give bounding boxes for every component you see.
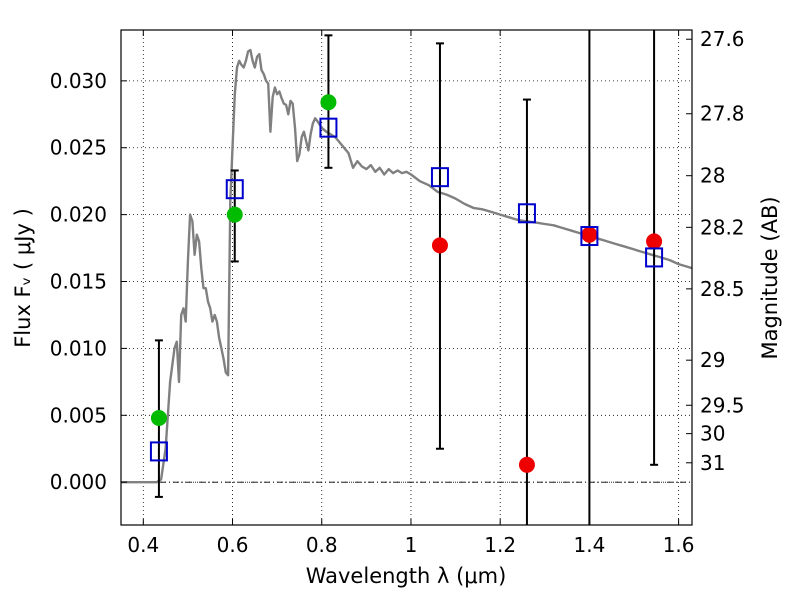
right-tick-label-1: 27.8: [700, 102, 745, 126]
x-tick-label-3: 1: [405, 533, 418, 557]
circle-point-1-3: [646, 233, 663, 250]
circle-point-1-1: [518, 456, 535, 473]
right-tick-label-7: 30: [700, 422, 725, 446]
x-tick-label-5: 1.4: [573, 533, 605, 557]
y-tick-label-2: 0.010: [50, 336, 107, 360]
tick-labels: 0.4 0.6 0.8 1 1.2 1.4 1.6 0.000 0.005 0.010 0.015 0…: [50, 27, 745, 557]
right-axis-title: Magnitude (AB): [758, 196, 782, 359]
right-tick-label-0: 27.6: [700, 27, 745, 51]
right-tick-label-4: 28.5: [700, 277, 745, 301]
square-point-2: [319, 117, 338, 138]
model-sed: [121, 48, 693, 484]
x-tick-label-1: 0.6: [217, 533, 249, 557]
x-tick-label-0: 0.4: [127, 533, 159, 557]
x-tick-label-4: 1.2: [484, 533, 516, 557]
square-point-6: [645, 247, 664, 268]
right-tick-label-6: 29.5: [700, 393, 745, 417]
square-point-1: [225, 179, 244, 200]
y-tick-label-4: 0.020: [50, 203, 107, 227]
square-point-3: [430, 167, 449, 188]
grid-lines: [121, 30, 692, 525]
square-point-0: [149, 441, 168, 462]
right-tick-label-5: 29: [700, 348, 725, 372]
right-tick-label-3: 28.2: [700, 215, 745, 239]
circle-point-0-2: [320, 94, 337, 111]
right-tick-label-8: 31: [700, 451, 725, 475]
y-tick-label-5: 0.025: [50, 136, 107, 160]
circle-point-1-2: [581, 226, 598, 243]
y-tick-label-1: 0.005: [50, 403, 107, 427]
square-point-4: [517, 203, 536, 224]
circle-point-0-1: [226, 206, 243, 223]
y-axis-title: Flux Fᵥ ( μJy ): [11, 208, 35, 348]
x-tick-label-2: 0.8: [306, 533, 338, 557]
y-tick-label-0: 0.000: [50, 470, 107, 494]
axis-ticks: [121, 30, 692, 525]
circle-point-0-0: [150, 409, 167, 426]
x-axis-title: Wavelength λ (μm): [306, 564, 507, 588]
plot-frame: [120, 29, 693, 526]
y-tick-label-3: 0.015: [50, 270, 107, 294]
square-point-5: [580, 226, 599, 247]
model-sed-curve: [121, 48, 693, 484]
right-tick-label-2: 28: [700, 164, 725, 188]
photometry-markers: [149, 94, 664, 473]
y-tick-label-6: 0.030: [50, 69, 107, 93]
circle-point-1-0: [431, 237, 448, 254]
x-tick-label-6: 1.6: [663, 533, 695, 557]
